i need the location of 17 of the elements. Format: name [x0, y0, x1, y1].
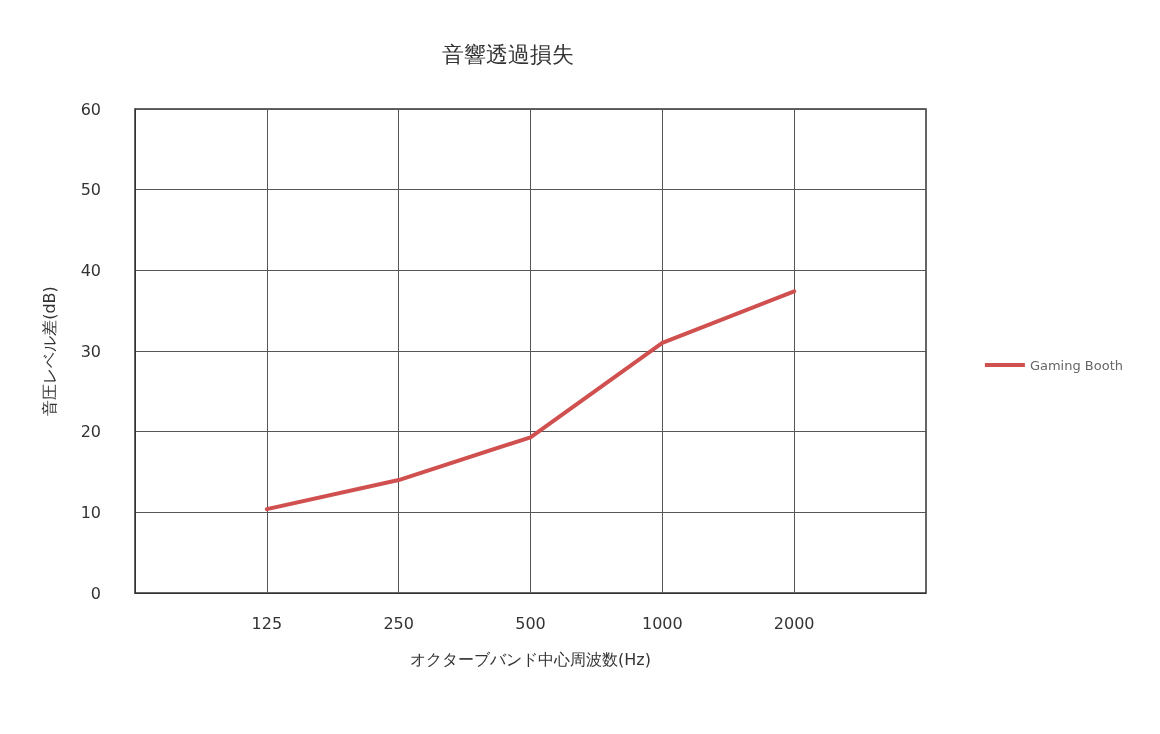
x-tick-label: 125: [251, 613, 283, 633]
y-tick-label: 0: [90, 583, 101, 603]
y-tick-label: 60: [80, 99, 101, 119]
y-tick-label: 40: [80, 260, 101, 280]
chart-title: 音響透過損失: [442, 41, 574, 67]
x-axis-title: オクターブバンド中心周波数(Hz): [410, 649, 651, 669]
x-tick-label: 2000: [773, 613, 815, 633]
x-tick-label: 1000: [641, 613, 683, 633]
x-tick-label: 500: [515, 613, 546, 633]
y-tick-label: 10: [80, 502, 101, 522]
y-axis-title: 音圧レベル差(dB): [39, 286, 59, 416]
legend-label: Gaming Booth: [1029, 357, 1124, 373]
x-tick-label: 250: [383, 613, 414, 633]
line-series: [264, 289, 797, 512]
y-tick-label: 50: [80, 180, 101, 200]
y-tick-label: 20: [80, 422, 101, 442]
y-tick-label: 30: [80, 341, 101, 361]
